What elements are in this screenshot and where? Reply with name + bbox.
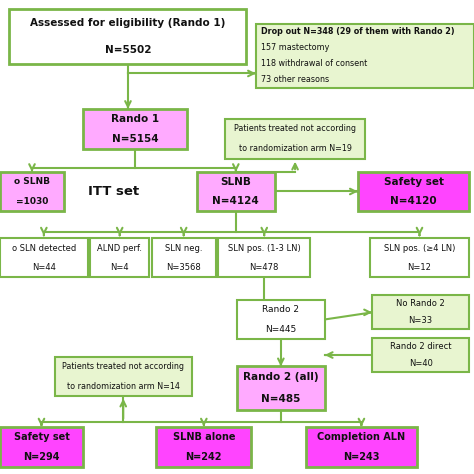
Text: SLNB: SLNB [220, 177, 251, 187]
Text: to randomization arm N=19: to randomization arm N=19 [238, 144, 352, 153]
Text: N=478: N=478 [250, 263, 279, 272]
Text: N=12: N=12 [408, 263, 431, 272]
Text: Rando 2: Rando 2 [262, 305, 300, 314]
FancyBboxPatch shape [152, 238, 216, 277]
Text: SLN pos. (≥4 LN): SLN pos. (≥4 LN) [384, 244, 455, 253]
FancyBboxPatch shape [55, 357, 192, 396]
Text: N=243: N=243 [343, 452, 380, 462]
Text: No Rando 2: No Rando 2 [396, 300, 445, 308]
FancyBboxPatch shape [256, 24, 474, 88]
Text: N=5154: N=5154 [112, 134, 158, 144]
Text: ALND perf.: ALND perf. [97, 244, 142, 253]
Text: Rando 2 direct: Rando 2 direct [390, 342, 451, 351]
Text: SLN pos. (1-3 LN): SLN pos. (1-3 LN) [228, 244, 301, 253]
FancyBboxPatch shape [225, 118, 365, 159]
Text: Completion ALN: Completion ALN [318, 432, 405, 442]
Text: to randomization arm N=14: to randomization arm N=14 [67, 382, 180, 391]
Text: Safety set: Safety set [14, 432, 69, 442]
Text: SLNB alone: SLNB alone [173, 432, 235, 442]
Text: 157 mastectomy: 157 mastectomy [261, 43, 329, 52]
Text: Rando 2 (all): Rando 2 (all) [243, 372, 319, 383]
Text: =1030: =1030 [16, 197, 48, 206]
Text: 118 withdrawal of consent: 118 withdrawal of consent [261, 59, 367, 68]
Text: N=4: N=4 [110, 263, 129, 272]
FancyBboxPatch shape [90, 238, 149, 277]
Text: N=485: N=485 [261, 394, 301, 404]
Text: ITT set: ITT set [88, 185, 139, 198]
FancyBboxPatch shape [237, 366, 325, 410]
FancyBboxPatch shape [156, 427, 251, 467]
FancyBboxPatch shape [306, 427, 417, 467]
Text: N=294: N=294 [23, 452, 60, 462]
Text: N=40: N=40 [409, 359, 433, 368]
FancyBboxPatch shape [0, 172, 64, 211]
Text: N=3568: N=3568 [166, 263, 201, 272]
Text: Safety set: Safety set [383, 177, 444, 187]
Text: N=4120: N=4120 [390, 196, 437, 206]
FancyBboxPatch shape [237, 300, 325, 339]
FancyBboxPatch shape [0, 427, 83, 467]
Text: o SLN detected: o SLN detected [12, 244, 76, 253]
Text: N=33: N=33 [409, 317, 433, 325]
FancyBboxPatch shape [83, 109, 187, 149]
FancyBboxPatch shape [66, 172, 161, 211]
FancyBboxPatch shape [358, 172, 469, 211]
Text: Drop out N=348 (29 of them with Rando 2): Drop out N=348 (29 of them with Rando 2) [261, 27, 454, 36]
FancyBboxPatch shape [9, 9, 246, 64]
Text: N=445: N=445 [265, 325, 296, 334]
Text: N=5502: N=5502 [105, 46, 151, 55]
FancyBboxPatch shape [370, 238, 469, 277]
Text: 73 other reasons: 73 other reasons [261, 75, 329, 84]
FancyBboxPatch shape [372, 338, 469, 372]
Text: Patients treated not according: Patients treated not according [234, 124, 356, 133]
Text: Assessed for eligibility (Rando 1): Assessed for eligibility (Rando 1) [30, 18, 226, 28]
Text: o SLNB: o SLNB [14, 177, 50, 186]
Text: N=44: N=44 [32, 263, 56, 272]
FancyBboxPatch shape [197, 172, 275, 211]
FancyBboxPatch shape [372, 295, 469, 329]
Text: N=4124: N=4124 [212, 196, 259, 206]
FancyBboxPatch shape [218, 238, 310, 277]
Text: SLN neg.: SLN neg. [165, 244, 202, 253]
Text: Rando 1: Rando 1 [111, 114, 159, 124]
Text: N=242: N=242 [185, 452, 222, 462]
Text: Patients treated not according: Patients treated not according [62, 362, 184, 371]
FancyBboxPatch shape [0, 238, 88, 277]
